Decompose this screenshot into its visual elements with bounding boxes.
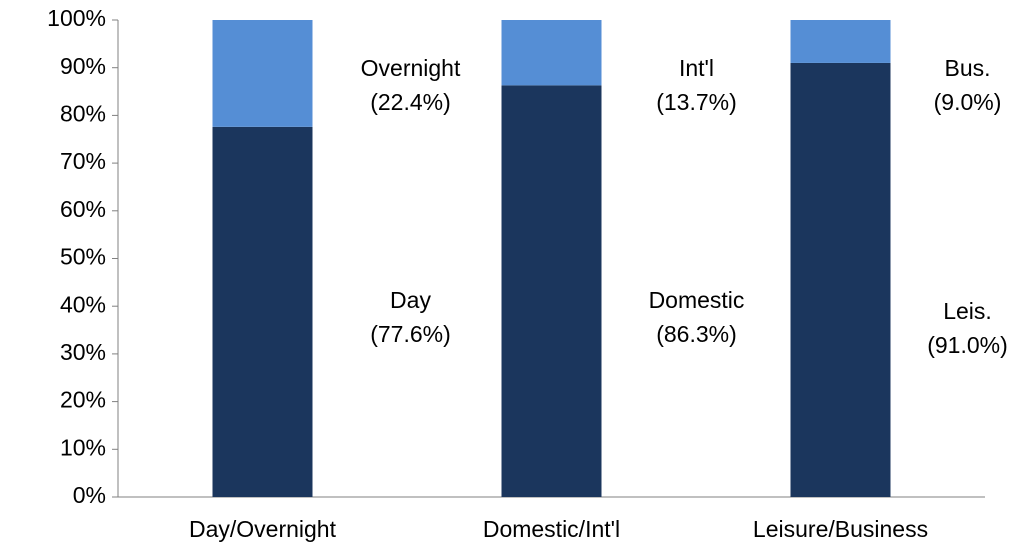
y-tick-label: 20% (60, 387, 106, 413)
segment-value-label: (13.7%) (656, 89, 737, 115)
segment-label: Int'l (679, 55, 714, 81)
bar-segment (790, 20, 891, 63)
y-tick-label: 80% (60, 100, 106, 126)
y-tick-label: 70% (60, 148, 106, 174)
segment-value-label: (77.6%) (370, 321, 451, 347)
segment-value-label: (22.4%) (370, 89, 451, 115)
segment-value-label: (86.3%) (656, 321, 737, 347)
y-tick-label: 100% (47, 5, 106, 31)
x-tick-label: Leisure/Business (753, 516, 928, 542)
segment-label: Bus. (944, 55, 990, 81)
segment-value-label: (91.0%) (927, 332, 1008, 358)
x-tick-label: Domestic/Int'l (483, 516, 620, 542)
y-tick-label: 60% (60, 196, 106, 222)
y-tick-label: 0% (73, 482, 106, 508)
y-tick-label: 40% (60, 291, 106, 317)
y-tick-label: 50% (60, 244, 106, 270)
bar-segment (501, 20, 602, 86)
x-tick-label: Day/Overnight (189, 516, 337, 542)
segment-label: Overnight (361, 55, 461, 81)
bar-segment (790, 62, 891, 498)
bar-segment (501, 85, 602, 497)
y-tick-label: 90% (60, 53, 106, 79)
segment-label: Domestic (649, 287, 745, 313)
y-tick-label: 10% (60, 434, 106, 460)
bar-segment (212, 126, 313, 498)
segment-label: Leis. (943, 298, 992, 324)
y-tick-label: 30% (60, 339, 106, 365)
bar-segment (212, 20, 313, 127)
segment-label: Day (390, 287, 431, 313)
segment-value-label: (9.0%) (934, 89, 1002, 115)
